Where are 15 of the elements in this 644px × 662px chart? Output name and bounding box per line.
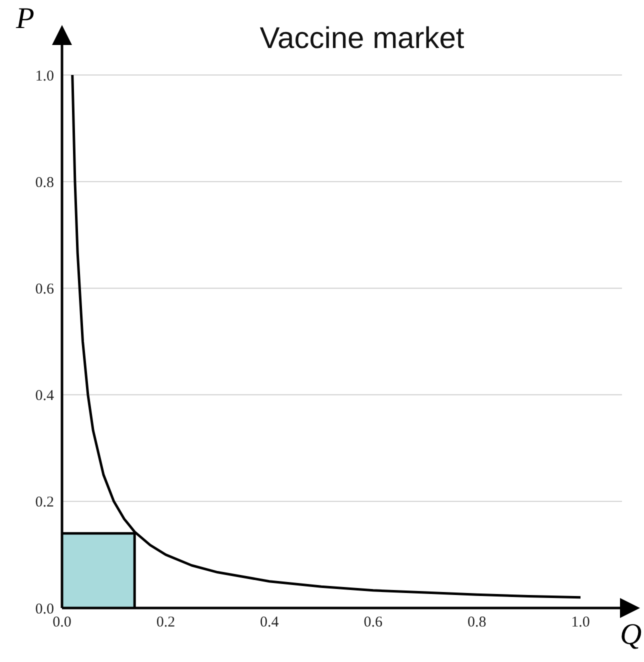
y-tick-label: 0.6 xyxy=(35,282,54,298)
chart-title: Vaccine market xyxy=(260,22,464,55)
y-tick-label: 0.8 xyxy=(35,174,54,191)
x-tick-label: 0.6 xyxy=(364,614,383,631)
x-tick-label: 0.8 xyxy=(467,614,486,631)
y-tick-label: 0.2 xyxy=(35,494,54,511)
x-axis-title: Q xyxy=(620,618,642,652)
y-tick-label: 0.4 xyxy=(35,388,54,404)
y-axis-title: P xyxy=(16,2,34,36)
y-tick-label: 1.0 xyxy=(35,68,54,84)
x-tick-label: 1.0 xyxy=(571,614,590,631)
x-tick-label: 0.2 xyxy=(156,614,176,631)
x-tick-label: 0.4 xyxy=(260,614,280,631)
x-tick-label: 0.0 xyxy=(52,614,72,631)
y-tick-label: 0.0 xyxy=(35,601,54,618)
